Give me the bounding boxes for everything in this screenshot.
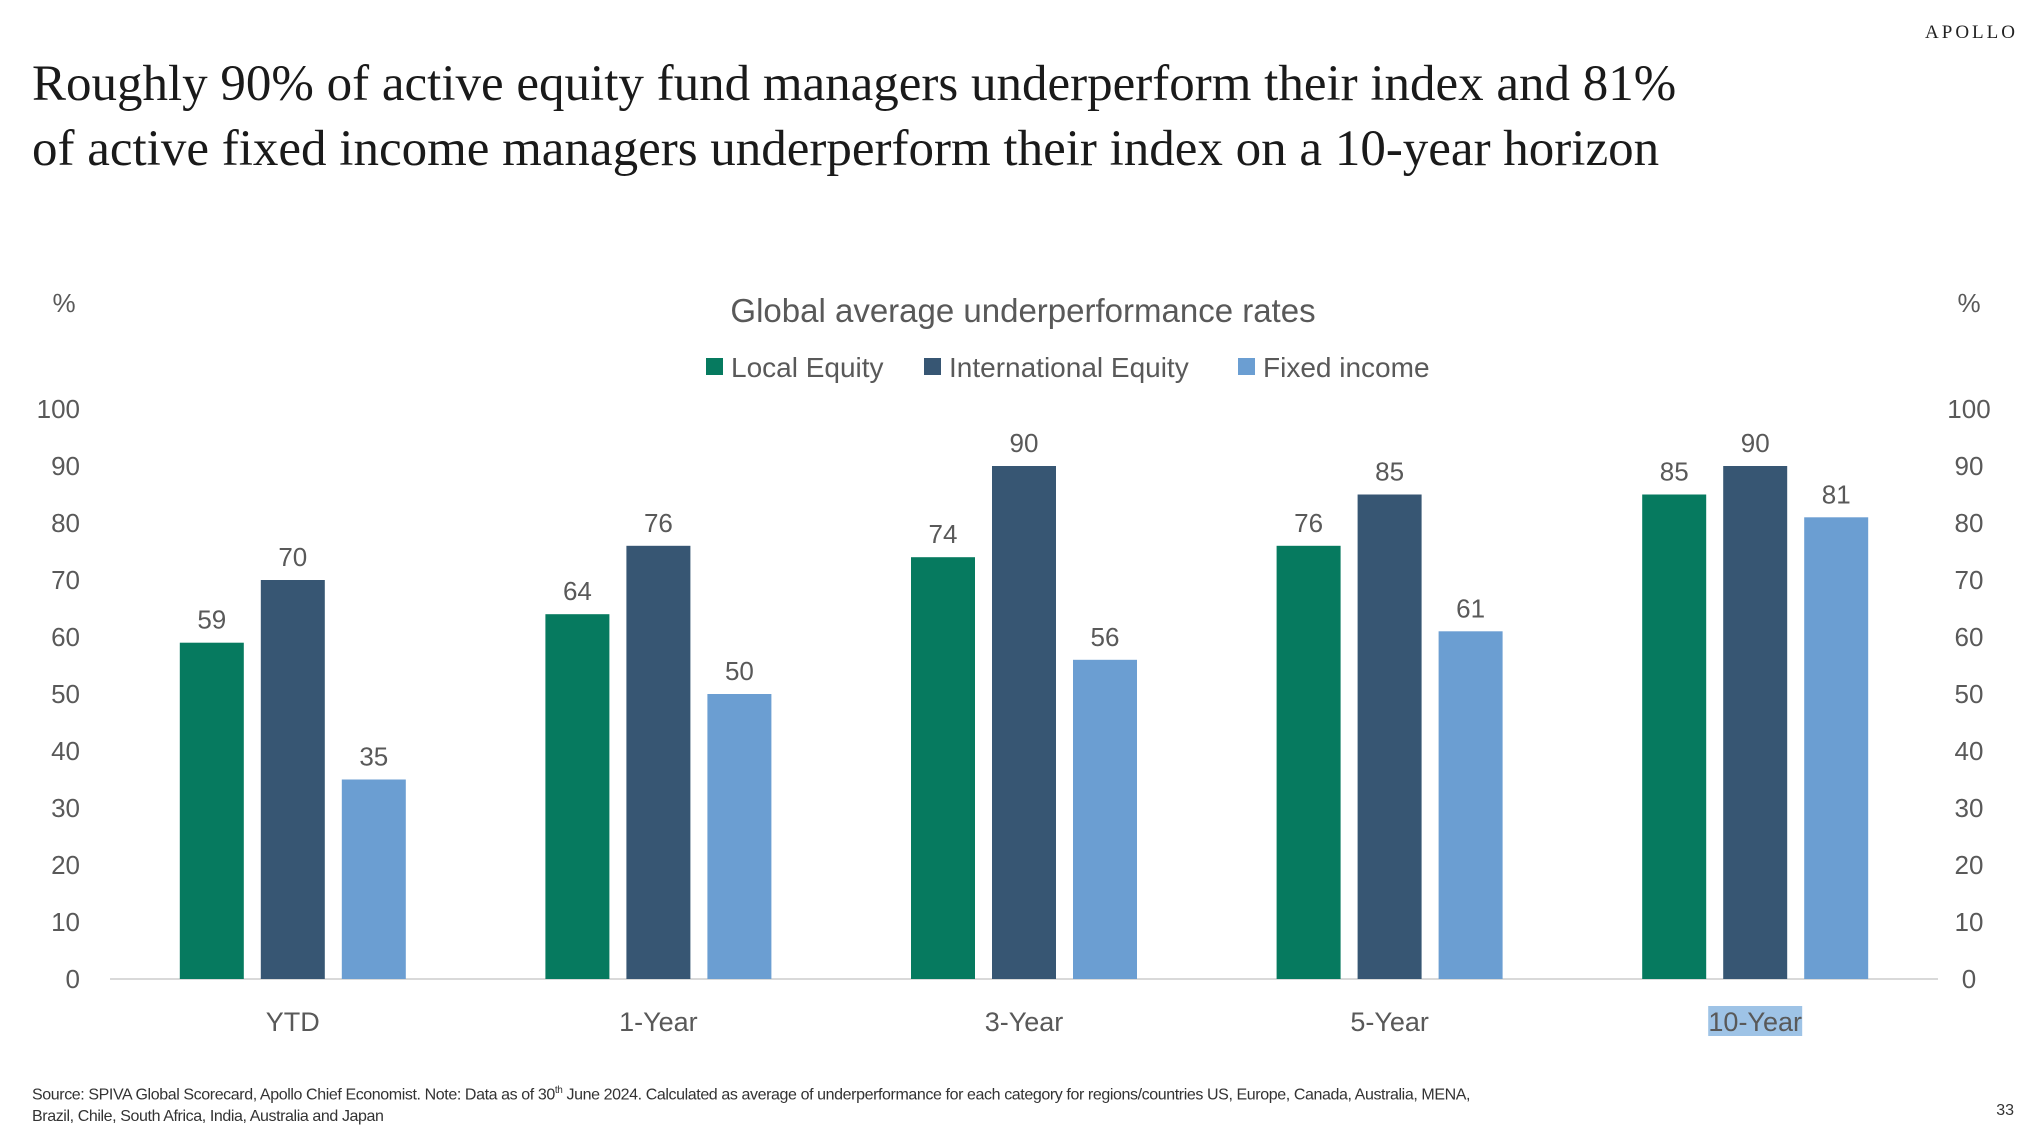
x-axis-labels: YTD 1-Year 3-Year 5-Year 10-Year <box>266 1006 1803 1037</box>
y-tick-left-70: 70 <box>51 565 80 595</box>
value-label-fixed-income-10-year: 81 <box>1822 479 1851 509</box>
y-tick-right-30: 30 <box>1955 793 1984 823</box>
y-tick-right-10: 10 <box>1955 907 1984 937</box>
footnote-text-3: Brazil, Chile, South Africa, India, Aust… <box>32 1108 384 1126</box>
bar-fixed-income-3-year <box>1073 659 1137 979</box>
bar-local-equity-ytd <box>179 642 244 979</box>
y-tick-right-0: 0 <box>1962 964 1976 994</box>
y-tick-right-50: 50 <box>1955 679 1984 709</box>
bar-fixed-income-1-year <box>707 694 772 979</box>
y-axis-right: 0 10 20 30 40 50 60 70 80 90 100 <box>1947 394 1990 994</box>
value-label-local-equity-3-year: 74 <box>929 519 958 549</box>
bar-international-equity-10-year <box>1723 466 1788 979</box>
bar-chart: Global average underperformance rates % … <box>37 288 1991 1037</box>
bar-groups: 59 70 35 64 76 50 74 90 56 76 85 61 85 90 81 <box>179 428 1869 979</box>
legend-swatch-international-equity <box>924 358 941 375</box>
bar-local-equity-1-year <box>545 614 610 979</box>
value-label-local-equity-10-year: 85 <box>1660 457 1689 487</box>
chart-title: Global average underperformance rates <box>730 292 1315 329</box>
x-tick-3-year: 3-Year <box>985 1007 1064 1037</box>
footnote-superscript: th <box>554 1085 563 1096</box>
y-axis-unit-left: % <box>52 288 75 318</box>
source-footnote: Source: SPIVA Global Scorecard, Apollo C… <box>32 1080 1852 1128</box>
y-axis-unit-right: % <box>1957 288 1980 318</box>
y-tick-left-30: 30 <box>51 793 80 823</box>
value-label-local-equity-ytd: 59 <box>197 605 226 635</box>
footnote-text-1: Source: SPIVA Global Scorecard, Apollo C… <box>32 1086 555 1104</box>
value-label-fixed-income-5-year: 61 <box>1456 593 1485 623</box>
y-tick-left-20: 20 <box>51 850 80 880</box>
page-number: 33 <box>1996 1102 2014 1119</box>
y-tick-left-40: 40 <box>51 736 80 766</box>
value-label-international-equity-5-year: 85 <box>1375 457 1404 487</box>
y-tick-right-100: 100 <box>1947 394 1990 424</box>
y-tick-right-60: 60 <box>1955 622 1984 652</box>
bar-fixed-income-5-year <box>1438 631 1503 979</box>
y-tick-left-10: 10 <box>51 907 80 937</box>
value-label-international-equity-1-year: 76 <box>644 508 673 538</box>
legend-swatch-local-equity <box>706 358 723 375</box>
footnote-text-2: June 2024. Calculated as average of unde… <box>562 1086 1471 1104</box>
brand-logo: APOLLO <box>1925 22 2018 43</box>
y-tick-left-90: 90 <box>51 451 80 481</box>
bar-local-equity-5-year <box>1276 545 1341 979</box>
y-tick-left-60: 60 <box>51 622 80 652</box>
bar-group-1-year: 64 76 50 <box>545 508 772 979</box>
x-tick-10-year: 10-Year <box>1708 1007 1802 1037</box>
y-tick-left-50: 50 <box>51 679 80 709</box>
legend-label-international-equity: International Equity <box>949 352 1189 383</box>
legend-label-fixed-income: Fixed income <box>1263 352 1430 383</box>
y-axis-left: 0 10 20 30 40 50 60 70 80 90 100 <box>37 394 80 994</box>
bar-fixed-income-ytd <box>341 779 406 979</box>
x-tick-5-year: 5-Year <box>1350 1007 1429 1037</box>
bar-local-equity-3-year <box>911 557 975 979</box>
page-headline: Roughly 90% of active equity fund manage… <box>32 52 1832 182</box>
category-highlight <box>1708 1006 1803 1036</box>
bar-group-5-year: 76 85 61 <box>1276 457 1503 979</box>
bar-group-3-year: 74 90 56 <box>911 428 1137 979</box>
value-label-local-equity-1-year: 64 <box>563 576 592 606</box>
y-tick-left-80: 80 <box>51 508 80 538</box>
bar-international-equity-5-year <box>1357 494 1422 979</box>
y-tick-right-20: 20 <box>1955 850 1984 880</box>
bar-group-10-year: 85 90 81 <box>1642 428 1869 979</box>
headline-line-2: of active fixed income managers underper… <box>32 121 1660 177</box>
value-label-local-equity-5-year: 76 <box>1294 508 1323 538</box>
value-label-fixed-income-1-year: 50 <box>725 656 754 686</box>
headline-line-1: Roughly 90% of active equity fund manage… <box>32 56 1677 112</box>
x-tick-1-year: 1-Year <box>619 1007 698 1037</box>
value-label-fixed-income-ytd: 35 <box>359 742 388 772</box>
chart-legend: Local Equity International Equity Fixed in… <box>706 352 1430 383</box>
y-tick-right-40: 40 <box>1955 736 1984 766</box>
bar-group-ytd: 59 70 35 <box>179 542 406 979</box>
x-tick-ytd: YTD <box>266 1007 320 1037</box>
bar-fixed-income-10-year <box>1804 517 1869 979</box>
value-label-fixed-income-3-year: 56 <box>1091 622 1120 652</box>
value-label-international-equity-ytd: 70 <box>278 542 307 572</box>
y-tick-right-90: 90 <box>1955 451 1984 481</box>
y-tick-left-0: 0 <box>66 964 80 994</box>
bar-local-equity-10-year <box>1642 494 1707 979</box>
legend-swatch-fixed-income <box>1238 358 1255 375</box>
value-label-international-equity-3-year: 90 <box>1010 428 1039 458</box>
value-label-international-equity-10-year: 90 <box>1741 428 1770 458</box>
bar-international-equity-ytd <box>260 580 325 979</box>
y-tick-right-80: 80 <box>1955 508 1984 538</box>
bar-international-equity-1-year <box>626 545 691 979</box>
legend-label-local-equity: Local Equity <box>731 352 884 383</box>
y-tick-left-100: 100 <box>37 394 80 424</box>
y-tick-right-70: 70 <box>1955 565 1984 595</box>
bar-international-equity-3-year <box>992 466 1056 979</box>
